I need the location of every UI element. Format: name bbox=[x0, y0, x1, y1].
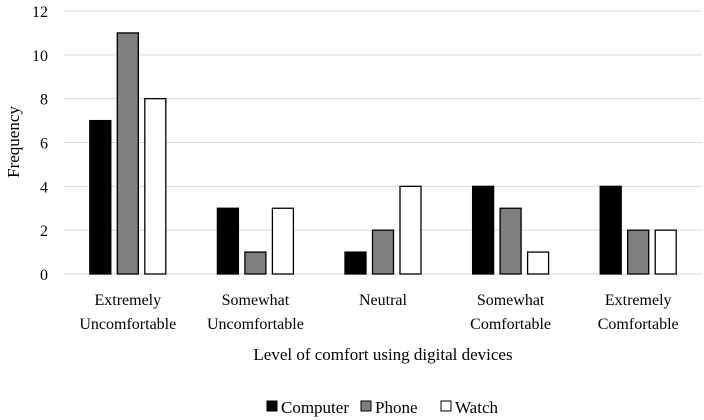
x-category-labels: Extremely Uncomfortable Somewhat Uncomforta… bbox=[79, 292, 678, 333]
x-category-label: Uncomfortable bbox=[207, 316, 304, 333]
bar-phone bbox=[627, 229, 650, 275]
bar-watch bbox=[144, 98, 167, 275]
bar-computer bbox=[216, 207, 240, 275]
x-category-label: Comfortable bbox=[598, 316, 679, 333]
legend-label-phone: Phone bbox=[375, 398, 418, 417]
y-tick-label: 12 bbox=[32, 4, 48, 21]
legend-label-computer: Computer bbox=[281, 398, 349, 417]
y-tick-label: 6 bbox=[40, 136, 48, 153]
bar-watch bbox=[526, 251, 550, 275]
x-category-label: Uncomfortable bbox=[79, 316, 176, 333]
x-category-label: Extremely bbox=[94, 292, 161, 309]
y-tick-label: 10 bbox=[32, 48, 48, 65]
bar-watch bbox=[399, 185, 422, 275]
bar-watch bbox=[271, 207, 295, 275]
gridlines bbox=[64, 10, 702, 275]
y-axis-title: Frequency bbox=[4, 106, 23, 178]
bar-phone bbox=[371, 229, 395, 275]
bar-computer bbox=[89, 119, 112, 275]
y-tick-label: 4 bbox=[40, 179, 48, 196]
y-tick-label: 0 bbox=[40, 267, 48, 284]
bar-computer bbox=[471, 185, 495, 275]
legend-label-watch: Watch bbox=[455, 398, 498, 417]
y-tick-labels: 0 2 4 6 8 10 12 bbox=[32, 4, 48, 284]
bar-phone bbox=[499, 207, 522, 275]
bar-watch bbox=[654, 229, 677, 275]
x-category-label: Somewhat bbox=[477, 292, 545, 309]
x-category-label: Extremely bbox=[605, 292, 672, 309]
legend-swatch-computer bbox=[266, 400, 278, 412]
legend-swatch-watch bbox=[440, 400, 452, 412]
bar-phone bbox=[116, 32, 139, 275]
bar-computer bbox=[599, 185, 622, 275]
x-category-label: Comfortable bbox=[470, 316, 551, 333]
legend: Computer Phone Watch bbox=[266, 398, 498, 417]
y-tick-label: 8 bbox=[40, 92, 48, 109]
x-category-label: Neutral bbox=[359, 292, 408, 309]
bars bbox=[89, 32, 677, 275]
bar-computer bbox=[344, 251, 367, 275]
x-axis-title: Level of comfort using digital devices bbox=[253, 345, 512, 364]
legend-swatch-phone bbox=[360, 400, 372, 412]
y-tick-label: 2 bbox=[40, 223, 48, 240]
bar-phone bbox=[244, 251, 267, 275]
x-category-label: Somewhat bbox=[222, 292, 290, 309]
